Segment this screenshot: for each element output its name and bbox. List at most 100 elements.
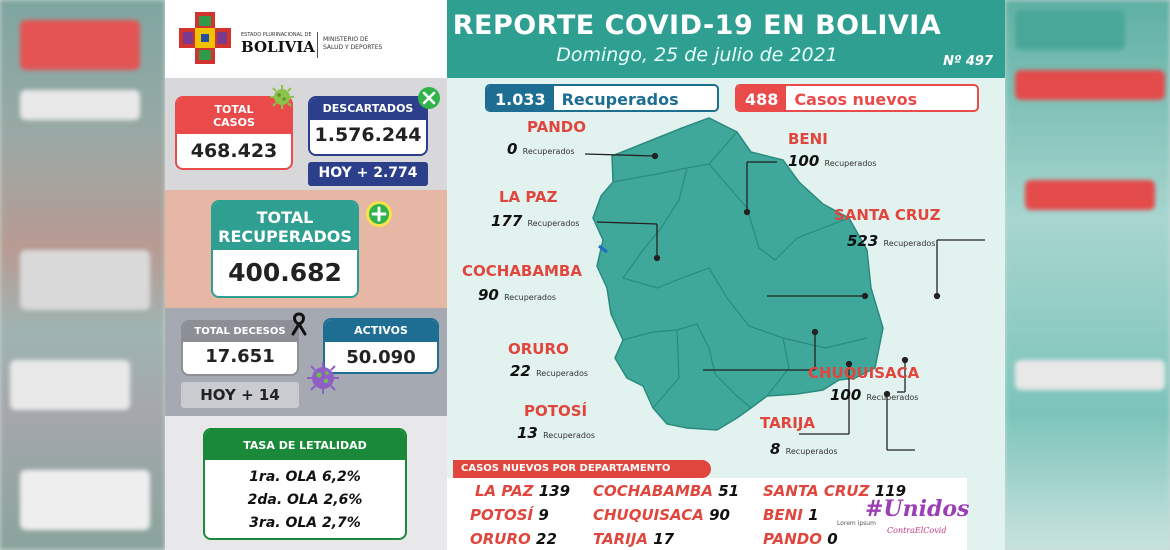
bolivia-seal-icon <box>179 12 231 64</box>
active-cases-value: 50.090 <box>346 347 416 368</box>
bolivia-map <box>584 117 985 451</box>
summary-column: ESTADO PLURINACIONAL DE BOLIVIA MINISTER… <box>165 0 447 550</box>
new-cases-table-title: CASOS NUEVOS POR DEPARTAMENTO <box>453 460 711 478</box>
table-cell: COCHABAMBA 51 <box>593 482 739 500</box>
table-value: 119 <box>874 482 907 500</box>
campaign-subtitle: ContraElCovid <box>887 526 947 535</box>
government-logo: ESTADO PLURINACIONAL DE BOLIVIA MINISTER… <box>177 8 417 72</box>
dept-value-potosi: 13 <box>517 424 538 442</box>
dept-value-beni: 100 <box>788 152 820 170</box>
table-dept: ORURO <box>470 530 531 548</box>
total-deaths-card: TOTAL DECESOS 17.651 <box>181 320 299 376</box>
active-cases-card: ACTIVOS 50.090 <box>323 318 439 374</box>
table-cell: LA PAZ 139 <box>475 482 570 500</box>
lethality-card: TASA DE LETALIDAD 1ra. OLA 6,2% 2da. OLA… <box>203 428 407 540</box>
report-date: Domingo, 25 de julio de 2021 <box>556 44 838 66</box>
dept-value-la-paz: 177 <box>491 212 523 230</box>
dept-recovered-beni: 100 Recuperados <box>788 152 876 170</box>
table-cell: SANTA CRUZ 119 <box>763 482 906 500</box>
table-value: 90 <box>709 506 730 524</box>
ministry-line-1: MINISTERIO DE <box>323 36 369 43</box>
plus-icon <box>366 201 392 227</box>
deaths-today: HOY + 14 <box>181 382 299 408</box>
total-recovered-header: TOTAL RECUPERADOS <box>213 202 357 250</box>
total-cases-value: 468.423 <box>190 140 278 162</box>
dept-label-chuquisaca: CHUQUISACA <box>808 364 920 382</box>
dept-recovered-tarija: 8 Recuperados <box>770 440 838 458</box>
new-cases-label: Casos nuevos <box>794 90 918 109</box>
dept-value-tarija: 8 <box>770 440 781 458</box>
dept-value-cochabamba: 90 <box>478 286 499 304</box>
table-value: 0 <box>827 530 838 548</box>
table-dept: LA PAZ <box>475 482 534 500</box>
dept-label-pando: PANDO <box>527 118 586 136</box>
table-dept: COCHABAMBA <box>593 482 713 500</box>
table-cell: POTOSÍ 9 <box>470 506 549 524</box>
campaign-logo: #Unidos <box>865 496 970 522</box>
discarded-today: HOY + 2.774 <box>308 162 428 186</box>
table-value: 17 <box>653 530 675 548</box>
blurred-background-right <box>1005 0 1170 550</box>
discarded-label: DESCARTADOS <box>310 98 426 120</box>
total-recovered-card: TOTAL RECUPERADOS 400.682 <box>211 200 359 298</box>
blurred-background-left <box>0 0 165 550</box>
dept-value-pando: 0 <box>507 140 518 158</box>
recovered-word: Recuperados <box>536 369 589 378</box>
lethality-wave-3: 3ra. OLA 2,7% <box>249 515 361 531</box>
department-borders <box>612 131 868 409</box>
check-icon <box>418 87 440 109</box>
total-recovered-label-1: TOTAL <box>256 208 314 227</box>
table-dept: POTOSÍ <box>470 506 534 524</box>
dept-recovered-la-paz: 177 Recuperados <box>491 212 579 230</box>
dept-recovered-pando: 0 Recuperados <box>507 140 575 158</box>
dept-recovered-oruro: 22 Recuperados <box>510 362 588 380</box>
ribbon-icon <box>291 312 307 336</box>
table-value: 22 <box>536 530 557 548</box>
new-cases-table <box>447 478 967 550</box>
discarded-value: 1.576.244 <box>314 124 422 146</box>
recovered-word: Recuperados <box>527 219 580 228</box>
virus-icon <box>270 85 294 109</box>
new-cases-number: 488 <box>737 86 787 110</box>
dept-recovered-santa-cruz: 523 Recuperados <box>847 232 935 250</box>
dept-label-cochabamba: COCHABAMBA <box>462 262 582 280</box>
logo-country-name: BOLIVIA <box>241 38 315 56</box>
report-header: REPORTE COVID-19 EN BOLIVIA Domingo, 25 … <box>447 0 1005 78</box>
table-cell: TARIJA 17 <box>593 530 674 548</box>
dept-label-santa-cruz: SANTA CRUZ <box>834 206 941 224</box>
callout-lines <box>584 152 985 451</box>
recovered-today-pill: 1.033 Recuperados <box>485 84 719 112</box>
table-dept: PANDO <box>763 530 822 548</box>
lethality-wave-2: 2da. OLA 2,6% <box>247 492 363 508</box>
dept-recovered-chuquisaca: 100 Recuperados <box>830 386 918 404</box>
total-cases-header: TOTAL CASOS <box>177 98 291 134</box>
table-cell: CHUQUISACA 90 <box>593 506 730 524</box>
total-cases-card: TOTAL CASOS 468.423 <box>175 96 293 170</box>
dept-label-potosi: POTOSÍ <box>524 402 588 420</box>
table-value: 9 <box>538 506 549 524</box>
total-recovered-label-2: RECUPERADOS <box>218 227 352 246</box>
lorem-text: Lorem ipsum <box>837 520 876 527</box>
total-deaths-label: TOTAL DECESOS <box>183 322 297 342</box>
recovered-word: Recuperados <box>522 147 575 156</box>
table-dept: SANTA CRUZ <box>763 482 870 500</box>
recovered-word: Recuperados <box>504 293 557 302</box>
table-cell: BENI 1 <box>763 506 819 524</box>
table-dept: CHUQUISACA <box>593 506 704 524</box>
table-value: 51 <box>718 482 740 500</box>
dept-label-oruro: ORURO <box>508 340 569 358</box>
logo-divider <box>317 32 318 58</box>
active-cases-label: ACTIVOS <box>325 320 437 342</box>
covid-report-poster: ESTADO PLURINACIONAL DE BOLIVIA MINISTER… <box>165 0 1005 550</box>
table-value: 139 <box>538 482 571 500</box>
total-cases-label-2: CASOS <box>213 116 255 129</box>
dept-value-chuquisaca: 100 <box>830 386 862 404</box>
dept-recovered-cochabamba: 90 Recuperados <box>478 286 556 304</box>
recovered-today-number: 1.033 <box>487 86 554 110</box>
new-cases-pill: 488 Casos nuevos <box>735 84 979 112</box>
total-cases-label-1: TOTAL <box>214 103 254 116</box>
virus-icon <box>307 362 339 394</box>
lethality-wave-1: 1ra. OLA 6,2% <box>249 469 361 485</box>
dept-recovered-potosi: 13 Recuperados <box>517 424 595 442</box>
recovered-word: Recuperados <box>785 447 838 456</box>
